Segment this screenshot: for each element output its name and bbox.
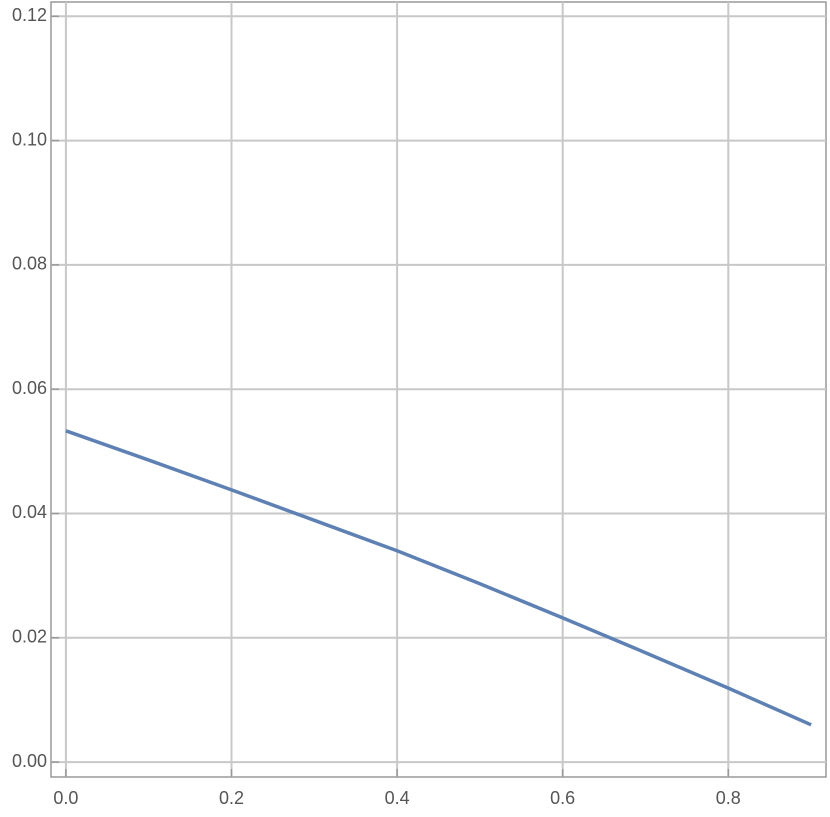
y-tick-label: 0.06	[12, 378, 47, 398]
y-tick-label: 0.08	[12, 254, 47, 274]
line-series	[65, 429, 812, 727]
x-tick-label: 0.4	[385, 788, 410, 808]
x-tick-label: 0.8	[716, 788, 741, 808]
x-tick-label: 0.6	[550, 788, 575, 808]
y-tick-label: 0.10	[12, 129, 47, 149]
y-tick-label: 0.00	[12, 751, 47, 771]
y-tick-label: 0.04	[12, 502, 47, 522]
y-tick-label: 0.12	[12, 5, 47, 25]
x-tick-label: 0.0	[53, 788, 78, 808]
y-tick-label: 0.02	[12, 627, 47, 647]
x-tick-label: 0.2	[219, 788, 244, 808]
